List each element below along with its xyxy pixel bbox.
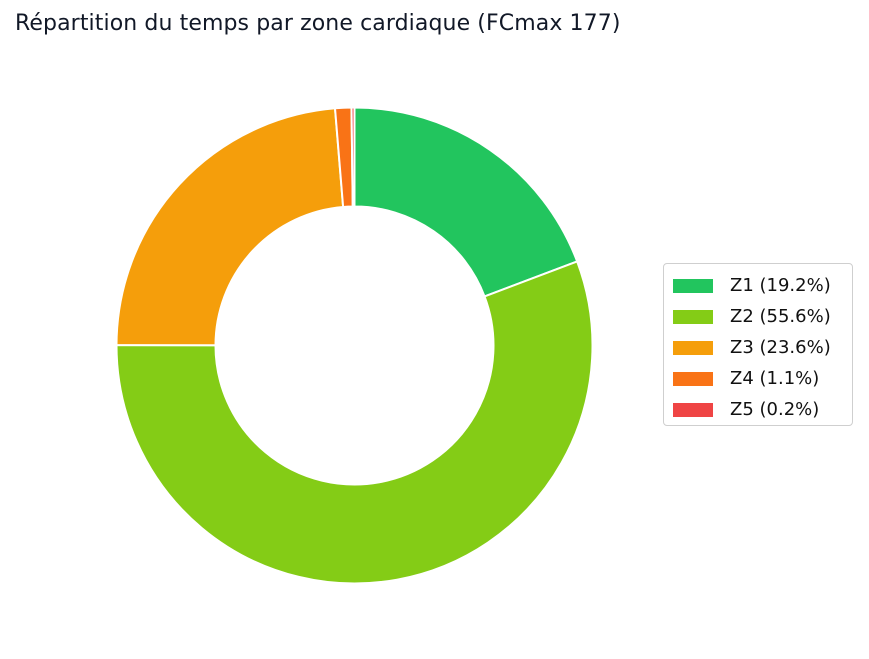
legend-item-z5: Z5 (0.2%) [673,394,852,425]
legend: Z1 (19.2%) Z2 (55.6%) Z3 (23.6%) Z4 (1.1%) Z… [663,263,853,426]
legend-swatch [673,278,713,293]
legend-swatch [673,402,713,417]
legend-label: Z3 (23.6%) [730,337,831,358]
legend-swatch [673,371,713,386]
legend-item-z3: Z3 (23.6%) [673,332,852,363]
slice-z2 [115,260,594,585]
legend-swatch [673,340,713,355]
legend-label: Z1 (19.2%) [730,275,831,296]
legend-swatch [673,309,713,324]
donut-slices [115,106,594,585]
chart-title: Répartition du temps par zone cardiaque … [15,11,621,36]
legend-label: Z5 (0.2%) [730,399,820,420]
slice-z5 [350,106,356,208]
legend-item-z4: Z4 (1.1%) [673,363,852,394]
legend-label: Z2 (55.6%) [730,306,831,327]
legend-item-z2: Z2 (55.6%) [673,301,852,332]
slice-z1 [353,106,579,298]
legend-item-z1: Z1 (19.2%) [673,270,852,301]
legend-label: Z4 (1.1%) [730,368,820,389]
slice-z3 [115,107,345,347]
